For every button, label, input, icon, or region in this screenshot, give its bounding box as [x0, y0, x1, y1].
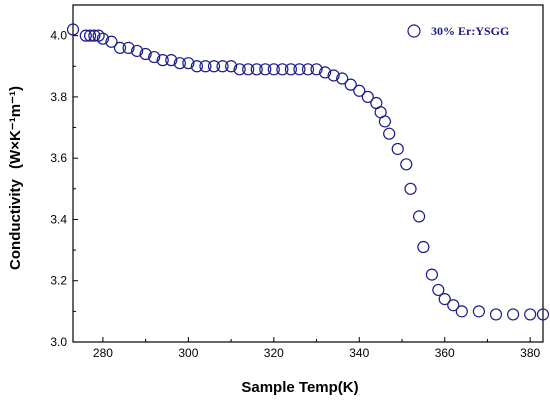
x-tick-label: 320: [264, 346, 284, 360]
data-point: [353, 84, 366, 97]
legend: 30% Er:YSGG: [407, 24, 509, 38]
data-point: [293, 63, 306, 76]
data-point: [344, 78, 357, 91]
data-point: [122, 41, 135, 54]
data-point: [404, 182, 417, 195]
data-point: [182, 57, 195, 70]
data-point: [207, 60, 221, 73]
data-point: [432, 283, 445, 297]
data-point: [506, 308, 520, 321]
x-tick-label: 380: [520, 346, 540, 360]
legend-label: 30% Er:YSGG: [431, 24, 509, 38]
data-point: [242, 63, 255, 76]
plot-border: [72, 4, 544, 343]
data-markers: [66, 23, 550, 321]
data-point: [250, 63, 263, 76]
y-axis-ticks: 3.0 3.2 3.4 3.6 3.8 4.0: [50, 29, 78, 349]
plot-frame: [72, 4, 544, 343]
x-tick-label: 340: [349, 346, 369, 360]
data-point: [96, 32, 110, 45]
data-point: [310, 63, 323, 76]
data-point: [425, 268, 439, 281]
y-tick-label: 3.6: [50, 151, 67, 165]
data-point: [318, 66, 332, 79]
y-axis-title-main: Conductivity: [7, 178, 24, 269]
data-point: [536, 308, 550, 321]
data-point: [284, 63, 298, 76]
data-point: [83, 29, 97, 42]
data-point: [301, 63, 315, 76]
data-point: [113, 41, 127, 54]
y-tick-label: 3.8: [50, 90, 67, 104]
data-point: [361, 90, 374, 104]
y-axis-title: Conductivity (W×K⁻¹m⁻¹): [7, 86, 24, 270]
data-point: [88, 29, 101, 42]
data-point: [66, 23, 80, 36]
data-point: [472, 305, 486, 318]
x-tick-label: 360: [435, 346, 455, 360]
x-axis-ticks: 280 300 320 340 360 380: [93, 337, 541, 360]
y-axis-title-unit: (W×K⁻¹m⁻¹): [7, 86, 24, 169]
data-point: [79, 29, 92, 42]
x-axis-title: Sample Temp(K): [241, 379, 358, 396]
data-point: [383, 127, 396, 140]
data-point: [139, 47, 152, 61]
y-tick-label: 3.4: [50, 212, 67, 226]
data-point: [400, 158, 413, 171]
data-point: [173, 57, 186, 70]
y-tick-label: 3.2: [50, 274, 67, 288]
data-point: [130, 44, 144, 58]
x-tick-label: 280: [93, 346, 113, 360]
data-point: [233, 63, 246, 76]
data-point: [190, 60, 204, 73]
data-point: [156, 54, 169, 67]
data-point: [224, 60, 238, 73]
y-tick-label: 4.0: [50, 29, 67, 43]
svg-text:Conductivity (W×K⁻¹m⁻¹): Conductivity (W×K⁻¹m⁻¹): [7, 86, 24, 270]
data-point: [276, 63, 289, 76]
data-point: [455, 305, 468, 318]
data-point: [417, 240, 430, 254]
data-point: [259, 63, 272, 76]
data-point: [378, 115, 392, 128]
data-point: [327, 69, 340, 82]
data-point: [524, 308, 537, 321]
data-point: [336, 72, 349, 85]
data-point: [391, 142, 404, 156]
x-tick-label: 300: [178, 346, 198, 360]
data-point: [105, 35, 118, 48]
y-tick-label: 3.0: [50, 335, 67, 349]
legend-marker: [407, 24, 421, 38]
data-point: [148, 50, 161, 64]
data-point: [199, 60, 212, 73]
data-point: [267, 63, 280, 76]
data-point: [216, 60, 229, 73]
data-point: [447, 299, 460, 312]
data-point: [165, 54, 178, 67]
data-point: [489, 308, 503, 321]
data-point: [412, 210, 426, 223]
data-point: [438, 293, 451, 306]
